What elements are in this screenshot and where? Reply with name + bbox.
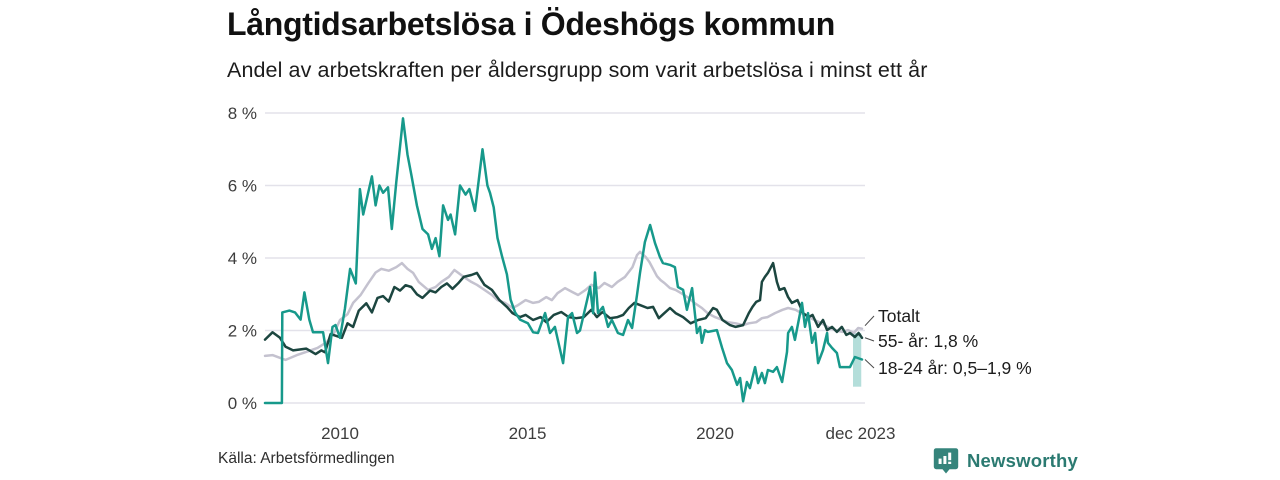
page-subtitle: Andel av arbetskraften per åldersgrupp s… [227,58,928,82]
y-tick-label: 6 % [228,177,257,196]
x-tick-label: 2020 [696,424,734,443]
page-title: Långtidsarbetslösa i Ödeshögs kommun [227,6,835,42]
series-end-label-55plus: 55- år: 1,8 % [878,331,979,351]
label-connector [864,359,875,369]
bar-chart-speech-bubble-icon [933,447,959,474]
y-tick-label: 2 % [228,322,257,341]
newsworthy-logo-text: Newsworthy [967,449,1078,471]
y-tick-label: 8 % [228,104,257,123]
newsworthy-logo[interactable]: Newsworthy [933,447,1078,474]
source-note: Källa: Arbetsförmedlingen [218,450,395,467]
label-connector [864,315,875,327]
series-line-age1824 [263,117,864,405]
series-line-age55 [263,261,864,356]
uncertainty-band [853,333,862,387]
label-connector [864,337,875,342]
y-tick-label: 4 % [228,249,257,268]
x-tick-label: 2010 [321,424,359,443]
series-end-label-totalt: Totalt [878,306,920,326]
series-end-label-18-24: 18-24 år: 0,5–1,9 % [878,358,1032,378]
series-line-totalt [263,250,864,362]
y-tick-label: 0 % [228,394,257,413]
x-tick-label: dec 2023 [826,424,896,443]
x-tick-label: 2015 [509,424,547,443]
